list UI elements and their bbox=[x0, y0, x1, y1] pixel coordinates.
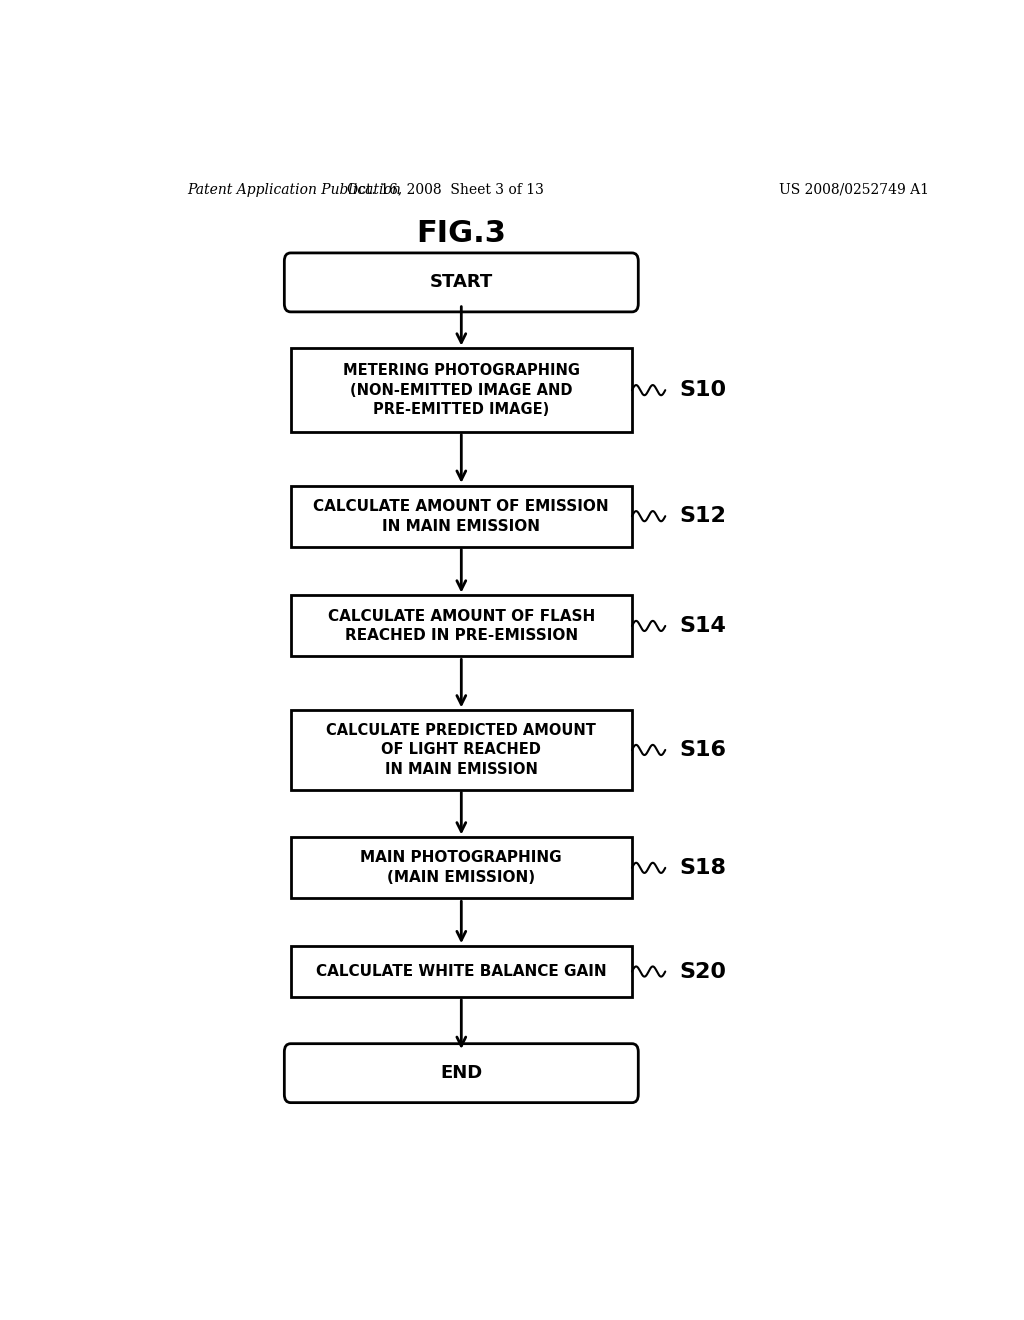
Text: METERING PHOTOGRAPHING
(NON-EMITTED IMAGE AND
PRE-EMITTED IMAGE): METERING PHOTOGRAPHING (NON-EMITTED IMAG… bbox=[343, 363, 580, 417]
Text: Oct. 16, 2008  Sheet 3 of 13: Oct. 16, 2008 Sheet 3 of 13 bbox=[347, 182, 544, 197]
Text: END: END bbox=[440, 1064, 482, 1082]
Bar bbox=[291, 946, 632, 997]
Text: FIG.3: FIG.3 bbox=[417, 219, 506, 248]
Text: CALCULATE PREDICTED AMOUNT
OF LIGHT REACHED
IN MAIN EMISSION: CALCULATE PREDICTED AMOUNT OF LIGHT REAC… bbox=[327, 722, 596, 777]
Text: S16: S16 bbox=[680, 741, 727, 760]
Text: CALCULATE WHITE BALANCE GAIN: CALCULATE WHITE BALANCE GAIN bbox=[316, 964, 606, 979]
Bar bbox=[291, 348, 632, 432]
Text: S18: S18 bbox=[680, 858, 727, 878]
Text: Patent Application Publication: Patent Application Publication bbox=[187, 182, 401, 197]
Text: START: START bbox=[430, 273, 493, 292]
Text: S10: S10 bbox=[680, 380, 727, 400]
Bar bbox=[291, 837, 632, 899]
Text: S12: S12 bbox=[680, 506, 726, 527]
FancyBboxPatch shape bbox=[285, 1044, 638, 1102]
Text: US 2008/0252749 A1: US 2008/0252749 A1 bbox=[778, 182, 929, 197]
FancyBboxPatch shape bbox=[285, 253, 638, 312]
Text: S20: S20 bbox=[680, 961, 727, 982]
Text: S14: S14 bbox=[680, 616, 726, 636]
Bar bbox=[291, 595, 632, 656]
Bar bbox=[291, 710, 632, 789]
Text: CALCULATE AMOUNT OF FLASH
REACHED IN PRE-EMISSION: CALCULATE AMOUNT OF FLASH REACHED IN PRE… bbox=[328, 609, 595, 643]
Text: CALCULATE AMOUNT OF EMISSION
IN MAIN EMISSION: CALCULATE AMOUNT OF EMISSION IN MAIN EMI… bbox=[313, 499, 609, 533]
Text: MAIN PHOTOGRAPHING
(MAIN EMISSION): MAIN PHOTOGRAPHING (MAIN EMISSION) bbox=[360, 850, 562, 886]
Bar bbox=[291, 486, 632, 546]
